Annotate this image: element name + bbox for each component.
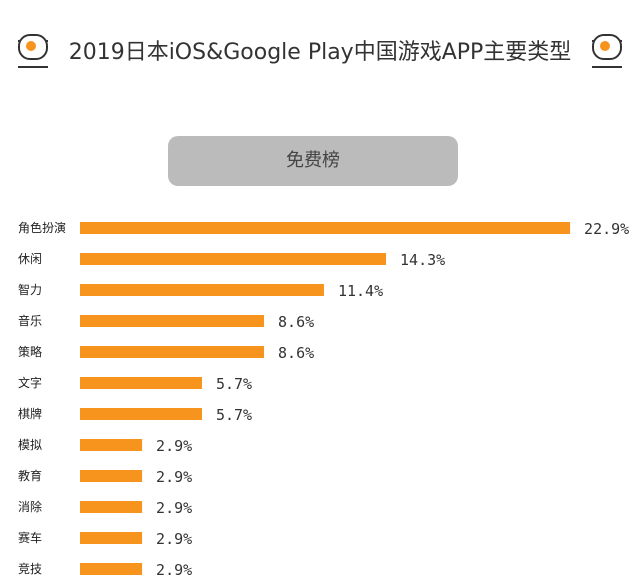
bar	[80, 439, 143, 451]
value-label: 2.9%	[156, 561, 192, 579]
bar-chart: 角色扮演 22.9% 休闲 14.3% 智力 11.4% 音乐 8.6% 策略 8.6% 文字 5.7…	[18, 220, 629, 579]
category-label: 竞技	[18, 562, 42, 576]
bar	[80, 315, 265, 327]
bar	[80, 532, 143, 544]
category-label: 消除	[18, 499, 42, 514]
value-label: 5.7%	[216, 375, 252, 393]
category-label: 教育	[18, 468, 42, 483]
bar	[80, 470, 143, 482]
bar	[80, 408, 202, 420]
bar	[80, 284, 324, 296]
category-label: 文字	[18, 375, 42, 390]
bar	[80, 377, 202, 389]
category-label: 策略	[18, 344, 42, 359]
speech-bubble-icon-right	[592, 34, 622, 60]
category-label: 智力	[18, 282, 42, 297]
bar	[80, 346, 265, 358]
value-label: 11.4%	[338, 282, 383, 300]
value-label: 8.6%	[278, 313, 314, 331]
value-label: 8.6%	[278, 344, 314, 362]
chart-title: 2019日本iOS&Google Play中国游戏APP主要类型	[48, 38, 592, 68]
category-label: 休闲	[18, 252, 42, 266]
category-label: 模拟	[18, 438, 42, 452]
value-label: 2.9%	[156, 530, 192, 548]
bar	[80, 222, 571, 234]
value-label: 22.9%	[584, 220, 629, 238]
bar	[80, 253, 387, 265]
value-label: 2.9%	[156, 499, 192, 517]
value-label: 14.3%	[400, 251, 445, 269]
ranking-type-label: 免费榜	[168, 136, 458, 186]
value-label: 5.7%	[216, 406, 252, 424]
bar	[80, 563, 143, 575]
speech-bubble-icon-left	[18, 34, 48, 60]
category-label: 棋牌	[18, 407, 42, 421]
category-label: 角色扮演	[18, 220, 66, 235]
category-label: 音乐	[18, 313, 42, 328]
category-label: 赛车	[18, 530, 42, 545]
value-label: 2.9%	[156, 468, 192, 486]
title-bar: 2019日本iOS&Google Play中国游戏APP主要类型	[18, 30, 622, 82]
bar	[80, 501, 143, 513]
value-label: 2.9%	[156, 437, 192, 455]
